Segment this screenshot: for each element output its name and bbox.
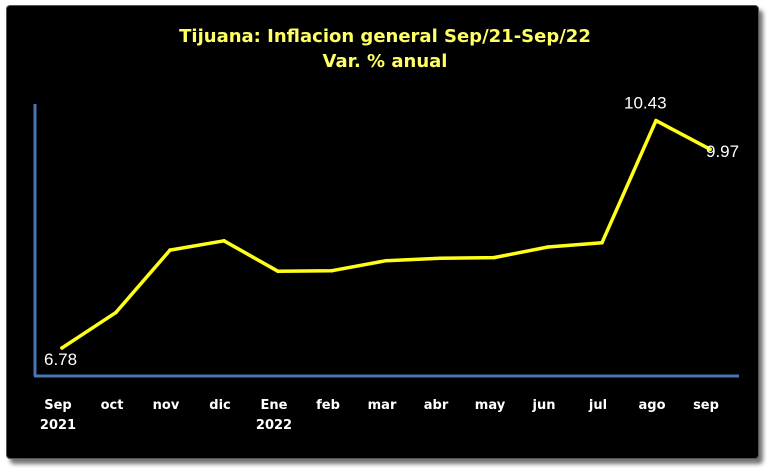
data-label: 9.97 [706, 142, 739, 161]
x-tick-label: sep [693, 398, 719, 413]
chart-frame [6, 5, 759, 459]
data-point [222, 239, 226, 243]
x-tick-label: feb [316, 398, 340, 413]
x-tick-label: mar [368, 398, 397, 413]
x-tick-label: dic [209, 398, 230, 413]
data-point [330, 268, 334, 273]
data-point [114, 310, 118, 315]
data-point [492, 255, 496, 260]
chart-title: Tijuana: Inflacion general Sep/21-Sep/22 [179, 26, 591, 47]
data-point [60, 346, 64, 350]
data-point [546, 245, 550, 249]
x-tick-label: jun [532, 398, 556, 413]
data-point [384, 258, 388, 263]
data-point [654, 118, 658, 123]
x-tick-label: ago [638, 398, 665, 413]
x-tick-label: Sep 2021 [40, 398, 76, 433]
x-tick-label: may [475, 398, 506, 413]
data-point [276, 269, 280, 274]
data-point [600, 240, 604, 245]
data-point [438, 256, 442, 261]
data-point [168, 248, 172, 252]
data-point [708, 147, 712, 151]
x-tick-label: Ene 2022 [256, 398, 292, 433]
x-tick-label: oct [101, 398, 124, 413]
x-tick-label: abr [424, 398, 449, 413]
x-tick-label: jul [588, 398, 607, 413]
x-tick-label: nov [153, 398, 180, 413]
series-line [60, 118, 712, 350]
data-label: 6.78 [44, 350, 77, 369]
data-label: 10.43 [624, 94, 667, 113]
chart-subtitle: Var. % anual [322, 51, 448, 72]
